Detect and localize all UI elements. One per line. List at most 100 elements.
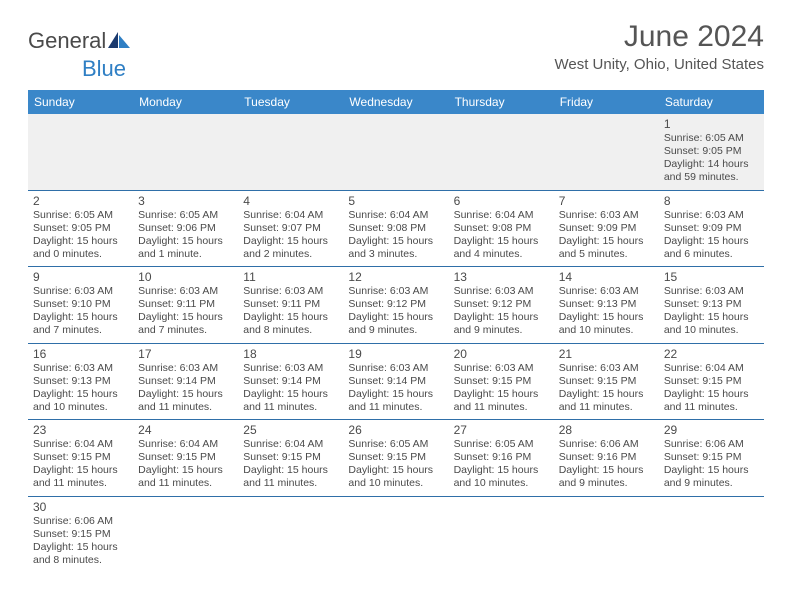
day-info: Sunrise: 6:04 AMSunset: 9:15 PMDaylight:… <box>138 438 233 491</box>
day-number: 30 <box>33 500 128 514</box>
day-info: Sunrise: 6:03 AMSunset: 9:12 PMDaylight:… <box>454 285 549 338</box>
day-cell: 12Sunrise: 6:03 AMSunset: 9:12 PMDayligh… <box>343 267 448 344</box>
day-info: Sunrise: 6:03 AMSunset: 9:13 PMDaylight:… <box>664 285 759 338</box>
day-number: 6 <box>454 194 549 208</box>
day-info: Sunrise: 6:06 AMSunset: 9:15 PMDaylight:… <box>33 515 128 568</box>
day-number: 7 <box>559 194 654 208</box>
day-cell <box>133 496 238 572</box>
day-number: 22 <box>664 347 759 361</box>
day-cell <box>449 496 554 572</box>
day-info: Sunrise: 6:03 AMSunset: 9:10 PMDaylight:… <box>33 285 128 338</box>
day-info: Sunrise: 6:03 AMSunset: 9:13 PMDaylight:… <box>559 285 654 338</box>
day-number: 14 <box>559 270 654 284</box>
day-info: Sunrise: 6:03 AMSunset: 9:15 PMDaylight:… <box>454 362 549 415</box>
day-number: 4 <box>243 194 338 208</box>
sail-icon <box>108 28 130 54</box>
logo-text-2: Blue <box>82 56 126 81</box>
day-number: 18 <box>243 347 338 361</box>
day-number: 24 <box>138 423 233 437</box>
day-info: Sunrise: 6:03 AMSunset: 9:11 PMDaylight:… <box>138 285 233 338</box>
day-cell: 15Sunrise: 6:03 AMSunset: 9:13 PMDayligh… <box>659 267 764 344</box>
day-cell: 21Sunrise: 6:03 AMSunset: 9:15 PMDayligh… <box>554 343 659 420</box>
week-row: 9Sunrise: 6:03 AMSunset: 9:10 PMDaylight… <box>28 267 764 344</box>
week-row: 30Sunrise: 6:06 AMSunset: 9:15 PMDayligh… <box>28 496 764 572</box>
day-info: Sunrise: 6:03 AMSunset: 9:11 PMDaylight:… <box>243 285 338 338</box>
day-number: 29 <box>664 423 759 437</box>
day-cell: 30Sunrise: 6:06 AMSunset: 9:15 PMDayligh… <box>28 496 133 572</box>
day-number: 23 <box>33 423 128 437</box>
day-info: Sunrise: 6:04 AMSunset: 9:07 PMDaylight:… <box>243 209 338 262</box>
day-cell: 19Sunrise: 6:03 AMSunset: 9:14 PMDayligh… <box>343 343 448 420</box>
day-cell: 2Sunrise: 6:05 AMSunset: 9:05 PMDaylight… <box>28 190 133 267</box>
calendar-table: Sunday Monday Tuesday Wednesday Thursday… <box>28 90 764 572</box>
week-row: 2Sunrise: 6:05 AMSunset: 9:05 PMDaylight… <box>28 190 764 267</box>
day-number: 8 <box>664 194 759 208</box>
day-header: Saturday <box>659 90 764 114</box>
day-cell <box>238 496 343 572</box>
day-number: 9 <box>33 270 128 284</box>
day-info: Sunrise: 6:03 AMSunset: 9:14 PMDaylight:… <box>243 362 338 415</box>
day-cell <box>554 114 659 190</box>
day-info: Sunrise: 6:03 AMSunset: 9:12 PMDaylight:… <box>348 285 443 338</box>
day-cell: 27Sunrise: 6:05 AMSunset: 9:16 PMDayligh… <box>449 420 554 497</box>
day-number: 28 <box>559 423 654 437</box>
day-cell: 23Sunrise: 6:04 AMSunset: 9:15 PMDayligh… <box>28 420 133 497</box>
day-number: 11 <box>243 270 338 284</box>
day-header-row: Sunday Monday Tuesday Wednesday Thursday… <box>28 90 764 114</box>
week-row: 23 Sunrise: 6:04 AMSunset: 9:15 PMDayligh… <box>28 420 764 497</box>
day-number: 20 <box>454 347 549 361</box>
day-header: Sunday <box>28 90 133 114</box>
day-number: 21 <box>559 347 654 361</box>
header: GeneralBlue June 2024 West Unity, Ohio, … <box>28 20 764 82</box>
day-cell: 14Sunrise: 6:03 AMSunset: 9:13 PMDayligh… <box>554 267 659 344</box>
day-cell: 29Sunrise: 6:06 AMSunset: 9:15 PMDayligh… <box>659 420 764 497</box>
day-info: Sunrise: 6:03 AMSunset: 9:13 PMDaylight:… <box>33 362 128 415</box>
day-cell: 7Sunrise: 6:03 AMSunset: 9:09 PMDaylight… <box>554 190 659 267</box>
day-number: 25 <box>243 423 338 437</box>
day-info: Sunrise: 6:04 AMSunset: 9:15 PMDaylight:… <box>664 362 759 415</box>
day-cell: 18Sunrise: 6:03 AMSunset: 9:14 PMDayligh… <box>238 343 343 420</box>
day-number: 1 <box>664 117 759 131</box>
day-header: Monday <box>133 90 238 114</box>
day-cell: 13Sunrise: 6:03 AMSunset: 9:12 PMDayligh… <box>449 267 554 344</box>
day-cell <box>554 496 659 572</box>
day-cell: 10Sunrise: 6:03 AMSunset: 9:11 PMDayligh… <box>133 267 238 344</box>
day-info: Sunrise: 6:03 AMSunset: 9:15 PMDaylight:… <box>559 362 654 415</box>
day-cell: 24Sunrise: 6:04 AMSunset: 9:15 PMDayligh… <box>133 420 238 497</box>
week-row: 1Sunrise: 6:05 AMSunset: 9:05 PMDaylight… <box>28 114 764 190</box>
day-cell: 25Sunrise: 6:04 AMSunset: 9:15 PMDayligh… <box>238 420 343 497</box>
day-header: Wednesday <box>343 90 448 114</box>
day-number: 26 <box>348 423 443 437</box>
day-cell: 20Sunrise: 6:03 AMSunset: 9:15 PMDayligh… <box>449 343 554 420</box>
day-cell <box>238 114 343 190</box>
week-row: 16Sunrise: 6:03 AMSunset: 9:13 PMDayligh… <box>28 343 764 420</box>
day-cell: 16Sunrise: 6:03 AMSunset: 9:13 PMDayligh… <box>28 343 133 420</box>
day-number: 10 <box>138 270 233 284</box>
day-cell <box>343 114 448 190</box>
day-info: Sunrise: 6:04 AMSunset: 9:08 PMDaylight:… <box>348 209 443 262</box>
day-cell: 8Sunrise: 6:03 AMSunset: 9:09 PMDaylight… <box>659 190 764 267</box>
day-info: Sunrise: 6:06 AMSunset: 9:16 PMDaylight:… <box>559 438 654 491</box>
day-cell: 26Sunrise: 6:05 AMSunset: 9:15 PMDayligh… <box>343 420 448 497</box>
day-number: 16 <box>33 347 128 361</box>
day-cell <box>28 114 133 190</box>
day-info: Sunrise: 6:03 AMSunset: 9:14 PMDaylight:… <box>348 362 443 415</box>
day-number: 12 <box>348 270 443 284</box>
day-cell: 3Sunrise: 6:05 AMSunset: 9:06 PMDaylight… <box>133 190 238 267</box>
logo: GeneralBlue <box>28 28 130 82</box>
month-title: June 2024 <box>554 20 764 54</box>
day-info: Sunrise: 6:04 AMSunset: 9:08 PMDaylight:… <box>454 209 549 262</box>
day-info: Sunrise: 6:05 AMSunset: 9:06 PMDaylight:… <box>138 209 233 262</box>
day-info: Sunrise: 6:03 AMSunset: 9:14 PMDaylight:… <box>138 362 233 415</box>
day-info: Sunrise: 6:04 AMSunset: 9:15 PMDaylight:… <box>243 438 338 491</box>
day-info: Sunrise: 6:06 AMSunset: 9:15 PMDaylight:… <box>664 438 759 491</box>
day-info: Sunrise: 6:03 AMSunset: 9:09 PMDaylight:… <box>559 209 654 262</box>
day-info: Sunrise: 6:05 AMSunset: 9:16 PMDaylight:… <box>454 438 549 491</box>
day-header: Thursday <box>449 90 554 114</box>
location: West Unity, Ohio, United States <box>554 56 764 73</box>
day-number: 17 <box>138 347 233 361</box>
day-info: Sunrise: 6:05 AMSunset: 9:15 PMDaylight:… <box>348 438 443 491</box>
day-cell <box>133 114 238 190</box>
day-cell <box>659 496 764 572</box>
day-cell: 22Sunrise: 6:04 AMSunset: 9:15 PMDayligh… <box>659 343 764 420</box>
